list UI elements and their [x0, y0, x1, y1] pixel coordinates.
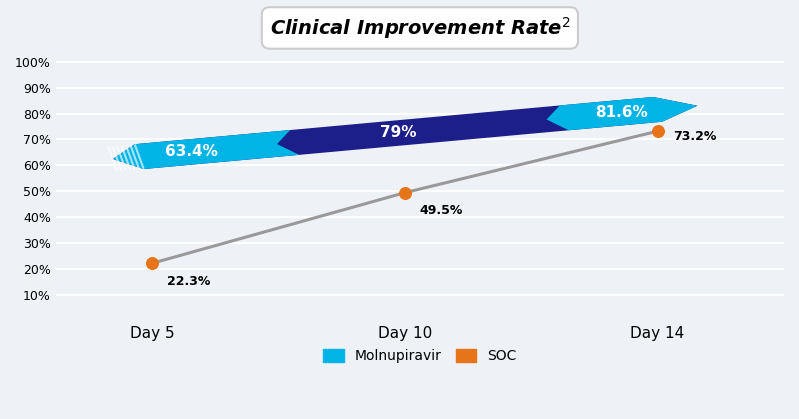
Text: 81.6%: 81.6%	[595, 105, 648, 120]
Point	[651, 128, 664, 134]
Text: 73.2%: 73.2%	[673, 130, 716, 143]
Legend: Molnupiravir, SOC: Molnupiravir, SOC	[317, 344, 523, 369]
Text: 49.5%: 49.5%	[419, 204, 463, 217]
Point	[145, 260, 158, 267]
Text: 79%: 79%	[380, 126, 416, 140]
Point	[399, 189, 411, 196]
Title: Clinical Improvement Rate$^{2}$: Clinical Improvement Rate$^{2}$	[269, 15, 570, 41]
Polygon shape	[547, 97, 698, 130]
Polygon shape	[113, 97, 698, 169]
Polygon shape	[113, 130, 299, 169]
Text: 22.3%: 22.3%	[167, 275, 210, 288]
Text: 63.4%: 63.4%	[165, 145, 217, 159]
